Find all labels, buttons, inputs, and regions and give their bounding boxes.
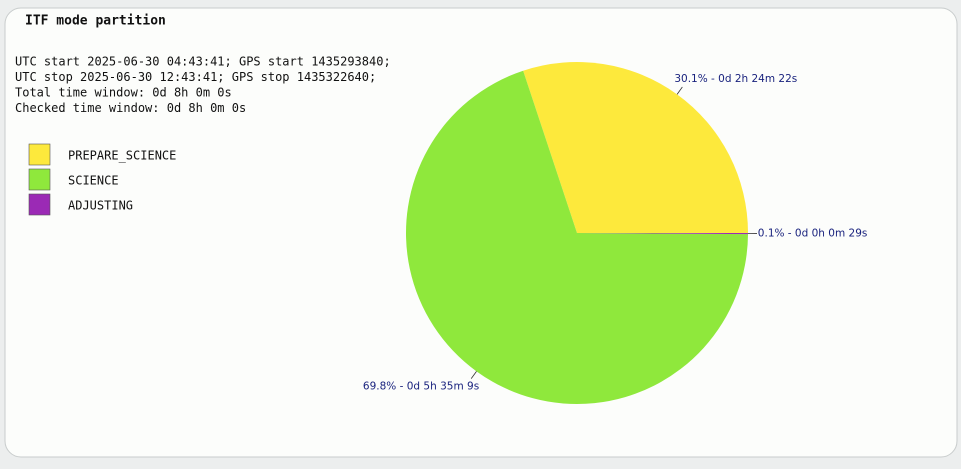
legend-label: PREPARE_SCIENCE (68, 149, 176, 163)
legend-swatch (28, 193, 51, 216)
slice-label: 30.1% - 0d 2h 24m 22s (674, 73, 797, 85)
legend-swatch (28, 168, 51, 191)
info-line: UTC start 2025-06-30 04:43:41; GPS start… (15, 55, 391, 69)
info-line: Checked time window: 0d 8h 0m 0s (15, 101, 246, 115)
leader-line (470, 371, 477, 379)
slice-label: 0.1% - 0d 0h 0m 29s (758, 228, 868, 240)
panel-title: ITF mode partition (25, 14, 166, 29)
slice-label: 69.8% - 0d 5h 35m 9s (363, 381, 479, 393)
info-line: UTC stop 2025-06-30 12:43:41; GPS stop 1… (15, 70, 376, 84)
leader-line (676, 86, 683, 95)
legend-label: SCIENCE (68, 174, 119, 188)
info-line: Total time window: 0d 8h 0m 0s (15, 86, 232, 100)
pie-slice (523, 62, 748, 234)
legend-swatch (28, 143, 51, 166)
pie-slice (577, 233, 748, 235)
legend-label: ADJUSTING (68, 199, 133, 213)
pie-slice (406, 70, 748, 404)
